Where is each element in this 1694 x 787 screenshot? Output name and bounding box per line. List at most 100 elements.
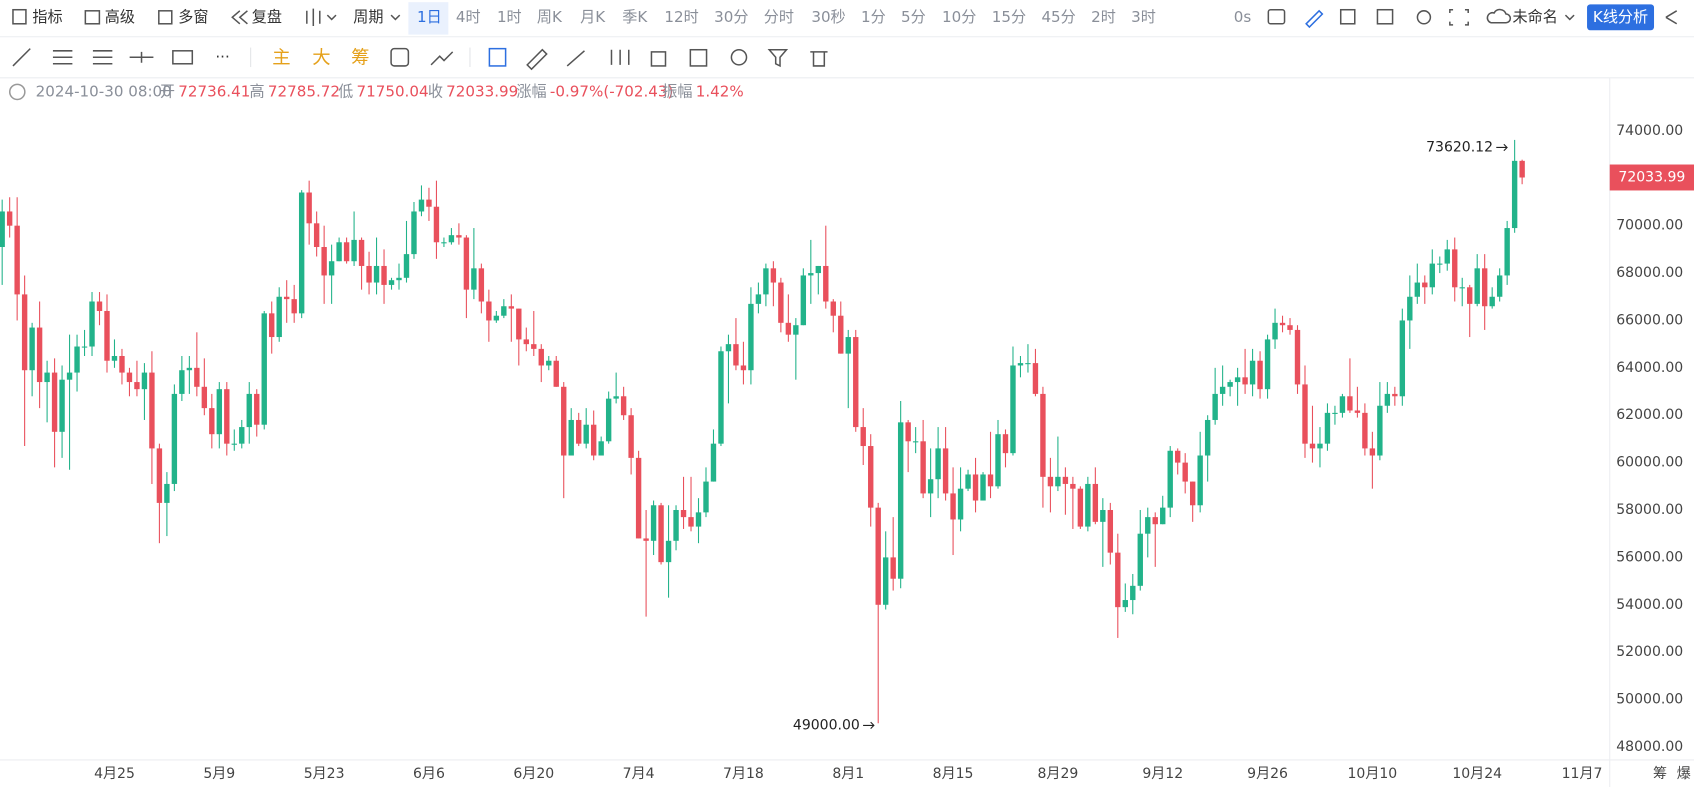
period[interactable]: 月K <box>580 8 606 26</box>
period[interactable]: 季K <box>622 8 648 26</box>
candle-body <box>1309 443 1316 449</box>
candle-body <box>1227 382 1233 387</box>
replay-icon[interactable] <box>231 10 248 25</box>
footer-item[interactable]: 筹 <box>1653 765 1667 782</box>
candle-body <box>411 211 417 255</box>
candle-body <box>1167 450 1173 508</box>
period[interactable]: 1时 <box>497 8 522 26</box>
more-tool[interactable]: ··· <box>215 48 229 66</box>
candle-body <box>1062 476 1069 484</box>
share-icon[interactable] <box>1665 10 1678 25</box>
candle-body <box>987 474 994 487</box>
toolbar-item[interactable]: 复盘 <box>252 8 282 26</box>
period[interactable]: 12时 <box>664 8 698 26</box>
rect-tool[interactable] <box>172 50 194 65</box>
y-tick-label: 64000.00 <box>1616 360 1683 376</box>
period[interactable]: 45分 <box>1041 8 1075 26</box>
candle-body <box>688 517 694 527</box>
calc-icon[interactable] <box>1376 8 1394 25</box>
line-tool[interactable] <box>12 48 31 67</box>
period[interactable]: 3时 <box>1131 8 1156 26</box>
period[interactable]: 5分 <box>901 8 926 26</box>
period[interactable]: 30分 <box>714 8 748 26</box>
candle-body <box>29 327 35 371</box>
tool[interactable] <box>390 47 410 67</box>
period[interactable]: 30秒 <box>811 8 845 26</box>
period[interactable]: 1日 <box>417 8 442 26</box>
candle-body <box>89 301 95 347</box>
candle-body <box>516 308 522 340</box>
toolbar-item[interactable]: 高级 <box>105 8 135 26</box>
period[interactable]: 周K <box>537 8 563 26</box>
collapse-icon[interactable] <box>8 83 26 101</box>
fullscreen-icon[interactable] <box>1449 8 1469 26</box>
analysis-button-label[interactable]: K线分析 <box>1593 8 1648 26</box>
tool[interactable] <box>689 48 708 67</box>
candle-body <box>224 389 230 444</box>
indicator-icon[interactable] <box>12 8 27 25</box>
toolbar-item[interactable]: 多窗 <box>178 8 208 26</box>
dropdown-icon <box>1564 14 1575 21</box>
period[interactable]: 15分 <box>992 8 1026 26</box>
fib-tool[interactable] <box>92 50 113 65</box>
candle-body <box>815 265 822 274</box>
delete-tool[interactable] <box>810 51 828 67</box>
candle-body <box>396 277 402 281</box>
channel-tool[interactable] <box>52 50 73 65</box>
tool[interactable] <box>610 49 630 65</box>
expand-icon[interactable] <box>1339 8 1356 25</box>
candle-body <box>800 275 807 326</box>
candle-body <box>1302 384 1308 444</box>
footer-item[interactable]: 爆 <box>1677 766 1691 782</box>
candle-body <box>703 481 709 513</box>
candle-body <box>965 474 971 489</box>
toolbar-item[interactable]: 指标 <box>32 8 62 26</box>
toolbar-item[interactable]: 周期 <box>353 8 383 26</box>
analysis-button[interactable] <box>1587 4 1655 31</box>
candle-body <box>51 372 58 432</box>
candle-body <box>1429 263 1435 288</box>
candle-body <box>194 367 200 387</box>
candle-body <box>209 408 215 435</box>
chip[interactable]: 主 <box>272 47 290 68</box>
tool[interactable] <box>566 50 585 67</box>
camera-icon[interactable] <box>1267 8 1286 25</box>
tool[interactable] <box>730 48 748 66</box>
candle-body <box>1249 360 1256 385</box>
candle-body <box>96 301 103 311</box>
candle-body <box>957 488 964 520</box>
candle-body <box>126 372 133 383</box>
candle-body <box>1317 443 1323 449</box>
period[interactable]: 1分 <box>861 8 886 26</box>
period[interactable]: 4时 <box>456 8 481 26</box>
period[interactable]: 分时 <box>764 8 794 26</box>
period[interactable]: 2时 <box>1091 8 1116 26</box>
max-arrow <box>1496 143 1508 152</box>
tool[interactable] <box>650 51 667 67</box>
hline-tool[interactable] <box>129 51 154 63</box>
filter-tool[interactable] <box>767 48 789 68</box>
period[interactable]: 10分 <box>942 8 976 26</box>
candle-body <box>231 443 237 445</box>
layout-name[interactable]: 未命名 <box>1513 8 1558 26</box>
candle-body <box>1152 517 1158 525</box>
settings-icon[interactable] <box>1416 10 1432 25</box>
candle-body <box>216 389 223 435</box>
cloud-icon[interactable] <box>1486 8 1512 24</box>
advanced-icon[interactable] <box>84 10 101 25</box>
candle-body <box>1092 483 1099 522</box>
chip[interactable]: 大 <box>312 47 330 68</box>
multi-window-icon[interactable] <box>158 10 173 25</box>
chart-type-icon[interactable] <box>306 8 337 26</box>
candle-body <box>546 360 552 366</box>
candle-body <box>418 199 425 212</box>
chip[interactable]: 筹 <box>351 47 369 68</box>
draw-icon[interactable] <box>1305 9 1324 29</box>
candle-body <box>291 299 297 314</box>
tool[interactable] <box>430 51 454 66</box>
tool[interactable] <box>526 48 548 71</box>
candle-body <box>845 337 851 354</box>
candle-body <box>1279 322 1286 326</box>
tool[interactable] <box>488 47 507 67</box>
candle-body <box>598 441 604 456</box>
